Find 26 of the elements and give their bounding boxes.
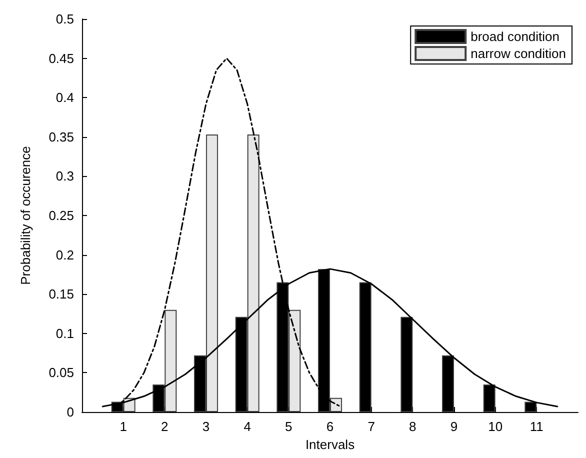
y-tick-label: 0.2 bbox=[56, 247, 74, 262]
y-tick-label: 0.25 bbox=[48, 208, 74, 223]
x-tick-label: 6 bbox=[326, 419, 334, 434]
x-tick-label: 7 bbox=[368, 419, 375, 434]
y-tick-label: 0.15 bbox=[48, 286, 74, 302]
legend-label: broad condition bbox=[470, 29, 560, 44]
x-tick-label: 10 bbox=[488, 419, 503, 434]
y-axis-title: Probability of occurence bbox=[18, 146, 33, 285]
x-tick-label: 8 bbox=[409, 419, 416, 434]
y-tick-label: 0 bbox=[66, 404, 74, 420]
x-tick-label: 3 bbox=[202, 419, 210, 434]
x-tick-label: 11 bbox=[530, 419, 544, 434]
legend-label: narrow condition bbox=[470, 46, 566, 61]
y-tick-label: 0.3 bbox=[56, 168, 74, 184]
x-tick-label: 5 bbox=[285, 419, 292, 434]
x-tick-label: 1 bbox=[120, 419, 127, 434]
y-tick-label: 0.45 bbox=[48, 50, 74, 66]
y-tick-label: 0.05 bbox=[48, 365, 74, 380]
x-axis-title: Intervals bbox=[305, 437, 356, 452]
y-tick-label: 0.4 bbox=[56, 90, 74, 106]
y-tick-label: 0.5 bbox=[56, 12, 74, 26]
x-tick-label: 9 bbox=[450, 419, 458, 434]
x-tick-label: 4 bbox=[244, 419, 251, 434]
y-tick-label: 0.1 bbox=[56, 326, 74, 341]
x-tick-label: 2 bbox=[161, 419, 168, 434]
y-tick-label: 0.35 bbox=[48, 129, 74, 144]
